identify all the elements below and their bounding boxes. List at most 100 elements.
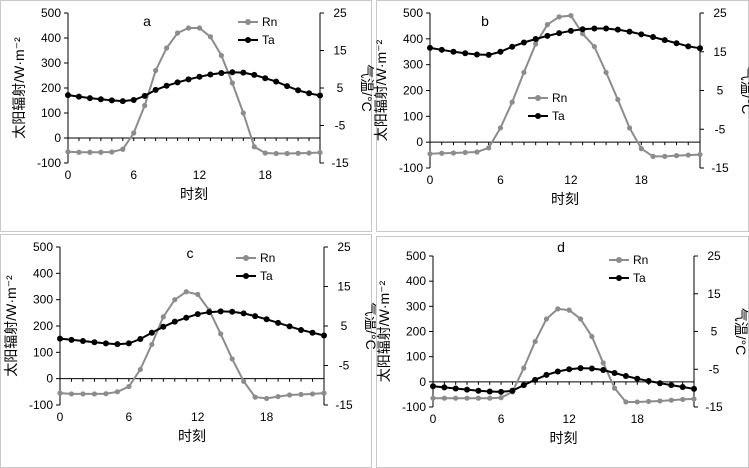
data-point-Rn: [487, 395, 493, 401]
data-point-Rn: [650, 153, 656, 159]
legend-label-Rn: Rn: [260, 251, 275, 265]
data-point-Rn: [662, 153, 668, 159]
data-point-Rn: [430, 395, 436, 401]
x-tick-label: 0: [427, 173, 434, 187]
y-tick-label-left: -100: [29, 398, 53, 412]
legend-marker-Rn: [245, 19, 251, 25]
data-point-Ta: [57, 335, 63, 342]
data-point-Rn: [521, 69, 527, 76]
x-tick-label: 0: [430, 412, 437, 426]
data-point-Rn: [589, 333, 595, 340]
x-axis-title: 时刻: [551, 191, 579, 207]
data-point-Rn: [544, 22, 550, 28]
data-point-Rn: [284, 150, 290, 157]
y-axis-title-left: 太阳辐射/W·m⁻²: [3, 275, 19, 377]
legend-label-Rn: Rn: [633, 253, 648, 267]
data-point-Ta: [240, 310, 247, 317]
data-point-Rn: [657, 398, 663, 404]
data-point-Rn: [252, 394, 258, 400]
data-point-Ta: [556, 30, 563, 37]
data-point-Rn: [685, 152, 691, 158]
data-point-Rn: [131, 130, 137, 136]
x-tick-label: 12: [562, 412, 576, 426]
data-point-Ta: [520, 382, 527, 389]
legend-label-Ta: Ta: [633, 271, 646, 285]
data-point-Rn: [321, 390, 327, 396]
y-tick-label-left: 0: [419, 375, 426, 389]
data-point-Ta: [309, 329, 316, 336]
data-point-Rn: [218, 52, 224, 59]
data-point-Rn: [634, 399, 640, 405]
data-point-Rn: [286, 392, 293, 398]
data-point-Ta: [298, 326, 305, 333]
x-tick-label: 6: [130, 168, 137, 182]
y-tick-label-left: 300: [41, 56, 61, 70]
data-point-Rn: [241, 378, 247, 384]
data-point-Rn: [295, 150, 301, 156]
data-point-Ta: [622, 373, 629, 380]
data-point-Rn: [218, 331, 224, 337]
y-tick-label-right: -15: [331, 156, 349, 170]
panel-frame: [376, 236, 749, 468]
data-point-Rn: [76, 149, 82, 155]
y-tick-label-left: 200: [41, 81, 61, 95]
data-point-Ta: [579, 26, 586, 33]
x-axis-title: 时刻: [180, 186, 208, 202]
y-tick-label-left: 400: [406, 274, 426, 288]
data-point-Rn: [497, 125, 504, 131]
data-point-Rn: [543, 316, 550, 322]
data-point-Rn: [240, 110, 246, 116]
y-tick-label-left: 500: [33, 240, 53, 254]
y-tick-label-right: 5: [711, 325, 718, 339]
data-point-Ta: [286, 323, 293, 330]
data-point-Rn: [509, 99, 515, 105]
data-point-Ta: [65, 92, 71, 99]
y-tick-label-left: 0: [416, 135, 423, 149]
data-point-Rn: [680, 396, 686, 403]
data-point-Rn: [626, 125, 633, 131]
data-point-Ta: [114, 341, 121, 348]
data-point-Ta: [509, 387, 516, 394]
data-point-Rn: [126, 383, 132, 390]
legend-label-Rn: Rn: [552, 91, 567, 105]
y-tick-label-left: -100: [399, 161, 423, 175]
data-point-Ta: [160, 323, 167, 330]
x-tick-label: 12: [193, 168, 207, 182]
y-tick-label-right: -5: [335, 119, 346, 133]
data-point-Ta: [102, 340, 109, 347]
data-point-Ta: [475, 387, 482, 394]
data-point-Rn: [317, 149, 323, 156]
y-tick-label-right: -15: [711, 161, 729, 175]
data-point-Ta: [588, 365, 595, 372]
data-point-Rn: [298, 391, 304, 398]
data-point-Rn: [275, 393, 281, 400]
data-point-Rn: [691, 396, 697, 402]
data-point-Ta: [438, 46, 445, 53]
data-point-Ta: [75, 93, 82, 100]
data-point-Rn: [114, 389, 120, 395]
data-point-Ta: [321, 332, 327, 339]
chart-panel-a: -100 0 100 200 300 400 500 -15 -5 5 15 25 0 6 12 18 时刻 太阳…: [0, 0, 375, 232]
data-point-Ta: [141, 92, 148, 99]
data-point-Rn: [309, 391, 316, 397]
y-tick-label-left: 200: [33, 319, 53, 333]
data-point-Rn: [439, 150, 445, 156]
data-point-Ta: [462, 50, 469, 57]
data-point-Ta: [566, 366, 573, 373]
y-axis-title-left: 太阳辐射/W·m⁻²: [373, 39, 389, 141]
y-tick-label-left: 0: [46, 372, 53, 386]
data-point-Ta: [691, 385, 697, 392]
x-axis-title: 时刻: [178, 428, 206, 444]
legend-marker-Rn: [535, 95, 541, 101]
series-Ta: [57, 308, 327, 348]
y-tick-label-left: 100: [41, 106, 61, 120]
data-point-Rn: [65, 149, 71, 155]
data-point-Ta: [661, 37, 668, 44]
data-point-Rn: [668, 397, 674, 403]
legend-marker-Ta: [535, 113, 541, 119]
data-point-Rn: [450, 150, 457, 156]
y-tick-label-left: 300: [33, 293, 53, 307]
panel-letter: d: [557, 239, 565, 255]
y-tick-label-right: -5: [715, 122, 726, 136]
data-point-Rn: [555, 306, 561, 312]
